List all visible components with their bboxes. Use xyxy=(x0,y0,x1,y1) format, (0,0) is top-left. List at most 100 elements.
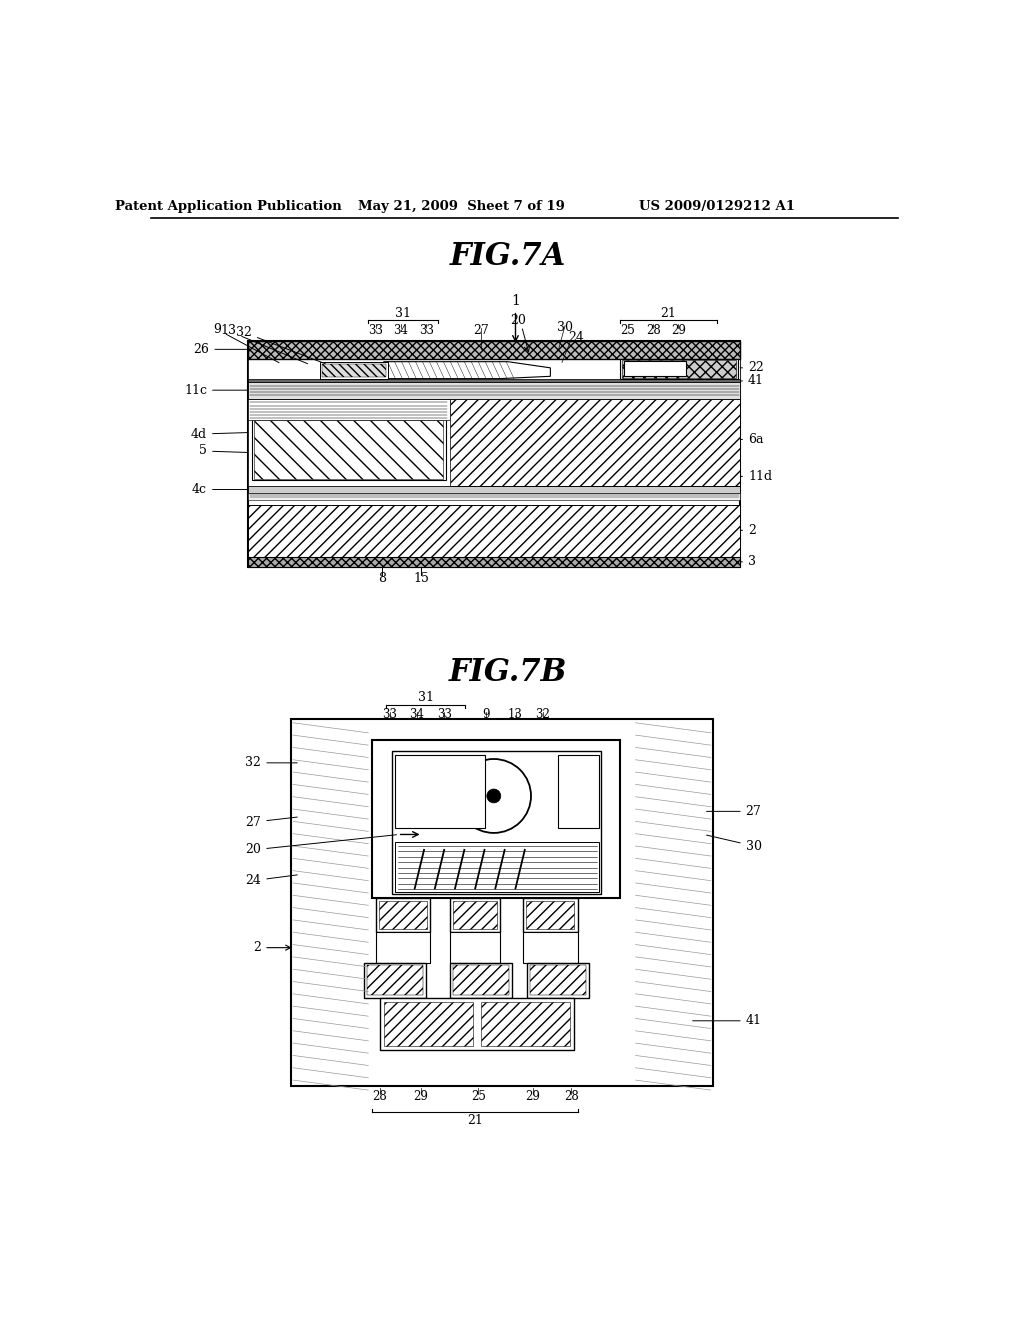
Text: 22: 22 xyxy=(740,362,764,375)
Text: 31: 31 xyxy=(418,690,433,704)
Text: FIG.7B: FIG.7B xyxy=(449,657,567,688)
Bar xyxy=(450,964,512,998)
Text: 33: 33 xyxy=(369,323,384,337)
Text: 24: 24 xyxy=(246,874,297,887)
Bar xyxy=(450,898,500,932)
Text: 41: 41 xyxy=(740,375,764,388)
Bar xyxy=(623,360,736,378)
Bar xyxy=(321,363,388,379)
Bar xyxy=(450,932,500,964)
Bar xyxy=(291,719,713,1086)
Text: 11d: 11d xyxy=(740,470,772,483)
Bar xyxy=(248,341,740,566)
Text: 21: 21 xyxy=(660,306,677,319)
Text: 30: 30 xyxy=(557,321,573,334)
Text: 11c: 11c xyxy=(184,384,247,397)
Text: FIG.7A: FIG.7A xyxy=(450,242,566,272)
Text: 31: 31 xyxy=(395,306,411,319)
Text: 15: 15 xyxy=(413,572,429,585)
Polygon shape xyxy=(384,362,550,379)
Bar xyxy=(453,965,509,995)
Text: 21: 21 xyxy=(467,1114,482,1127)
Bar xyxy=(248,400,740,486)
Bar xyxy=(624,360,686,376)
Text: 32: 32 xyxy=(536,708,550,721)
Bar xyxy=(376,898,430,932)
Text: 3: 3 xyxy=(740,556,756,569)
Bar xyxy=(527,964,589,998)
Text: 28: 28 xyxy=(373,1090,387,1102)
Text: 29: 29 xyxy=(671,323,686,337)
Bar xyxy=(365,964,426,998)
Bar xyxy=(248,557,740,566)
Text: 33: 33 xyxy=(382,708,397,721)
Bar xyxy=(376,932,430,964)
Bar xyxy=(380,998,573,1051)
Text: 27: 27 xyxy=(473,325,488,338)
Bar xyxy=(395,842,599,892)
Text: 32: 32 xyxy=(237,326,326,364)
Text: 29: 29 xyxy=(414,1090,428,1102)
Bar xyxy=(372,739,621,898)
Bar xyxy=(480,1002,569,1047)
Text: 33: 33 xyxy=(419,323,434,337)
Text: 25: 25 xyxy=(621,323,635,337)
Text: 25: 25 xyxy=(471,1090,485,1102)
Bar xyxy=(558,755,599,829)
Bar xyxy=(391,751,601,894)
Text: 8: 8 xyxy=(378,572,386,585)
Text: 41: 41 xyxy=(692,1014,762,1027)
Text: 34: 34 xyxy=(393,323,409,337)
Text: US 2009/0129212 A1: US 2009/0129212 A1 xyxy=(639,199,795,213)
Text: 24: 24 xyxy=(568,331,584,345)
Bar xyxy=(248,494,740,499)
Circle shape xyxy=(486,789,501,803)
Bar xyxy=(523,932,578,964)
Text: 2: 2 xyxy=(253,941,291,954)
Bar xyxy=(248,359,740,379)
Bar xyxy=(530,965,586,995)
Bar xyxy=(322,364,386,378)
Bar xyxy=(248,486,740,494)
Bar xyxy=(384,1002,473,1047)
Bar xyxy=(248,400,450,486)
Text: Patent Application Publication: Patent Application Publication xyxy=(116,199,342,213)
Text: 28: 28 xyxy=(646,323,660,337)
Text: 13: 13 xyxy=(220,325,307,364)
Bar xyxy=(379,900,427,929)
Text: 4c: 4c xyxy=(193,483,247,496)
Bar xyxy=(248,400,450,420)
Bar xyxy=(248,341,740,359)
Text: 13: 13 xyxy=(508,708,523,721)
Bar xyxy=(248,504,740,557)
Text: 27: 27 xyxy=(246,816,297,829)
Text: 29: 29 xyxy=(525,1090,540,1102)
Text: 1: 1 xyxy=(511,294,520,341)
Text: 26: 26 xyxy=(194,343,248,356)
Text: 32: 32 xyxy=(246,756,297,770)
Bar xyxy=(254,420,443,479)
Text: 9: 9 xyxy=(213,323,279,363)
Text: 5: 5 xyxy=(200,445,247,458)
Bar xyxy=(453,900,497,929)
Text: 20: 20 xyxy=(510,314,525,326)
Text: 4d: 4d xyxy=(190,428,247,441)
Bar xyxy=(395,755,484,829)
Text: 6a: 6a xyxy=(740,433,764,446)
Text: 2: 2 xyxy=(740,524,756,537)
Bar xyxy=(368,965,423,995)
Bar xyxy=(526,900,574,929)
Bar xyxy=(252,418,445,480)
Text: 30: 30 xyxy=(707,836,762,853)
Text: 9: 9 xyxy=(482,708,489,721)
Text: 28: 28 xyxy=(564,1090,579,1102)
Text: 34: 34 xyxy=(410,708,425,721)
Bar xyxy=(248,383,740,400)
Text: May 21, 2009  Sheet 7 of 19: May 21, 2009 Sheet 7 of 19 xyxy=(357,199,564,213)
Bar xyxy=(248,379,740,383)
Bar xyxy=(621,359,738,379)
Text: 20: 20 xyxy=(246,834,396,857)
Bar xyxy=(523,898,578,932)
Text: 27: 27 xyxy=(707,805,762,818)
Text: 33: 33 xyxy=(436,708,452,721)
